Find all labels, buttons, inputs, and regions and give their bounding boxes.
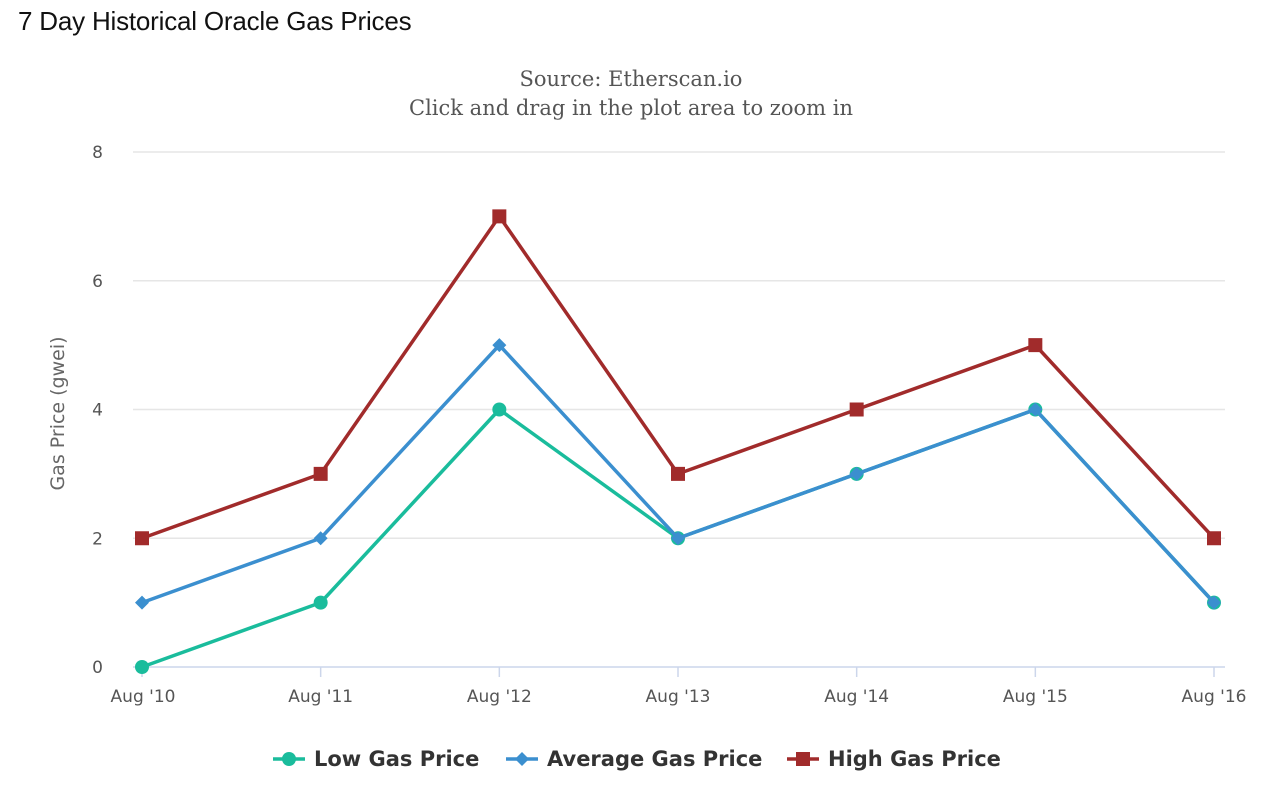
data-point-square[interactable]	[671, 466, 685, 481]
x-tick-label: Aug '12	[467, 687, 532, 707]
data-point-diamond[interactable]	[671, 531, 685, 546]
data-point-diamond[interactable]	[492, 338, 507, 353]
legend[interactable]: Low Gas Price Average Gas Price High Gas P…	[273, 747, 1001, 771]
x-tick-label: Aug '16	[1182, 687, 1247, 707]
legend-item[interactable]: Low Gas Price	[273, 747, 479, 771]
x-tick-label: Aug '15	[1003, 687, 1068, 707]
y-tick-label: 2	[92, 529, 103, 549]
data-point-diamond[interactable]	[313, 531, 328, 546]
page-title: 7 Day Historical Oracle Gas Prices	[18, 6, 412, 36]
data-point-circle[interactable]	[135, 660, 149, 674]
legend-marker-square[interactable]	[796, 752, 810, 766]
y-tick-label: 0	[92, 658, 103, 678]
chart-subtitle-line-1: Source: Etherscan.io	[520, 67, 743, 91]
data-point-diamond[interactable]	[1028, 402, 1043, 417]
x-tick-label: Aug '10	[111, 687, 176, 707]
series-average-gas-price[interactable]	[135, 338, 1221, 610]
data-point-square[interactable]	[1207, 531, 1221, 546]
data-point-circle[interactable]	[492, 402, 507, 417]
legend-label[interactable]: Low Gas Price	[314, 747, 479, 771]
legend-item[interactable]: Average Gas Price	[506, 747, 762, 771]
y-tick-label: 4	[92, 401, 103, 421]
series-line[interactable]	[141, 214, 1216, 540]
data-point-square[interactable]	[135, 531, 149, 546]
data-point-square[interactable]	[492, 209, 507, 224]
legend-marker-circle[interactable]	[282, 752, 296, 766]
y-tick-label: 8	[92, 143, 103, 163]
series-high-gas-price[interactable]	[135, 209, 1221, 546]
data-point-diamond[interactable]	[1207, 595, 1221, 610]
data-point-circle[interactable]	[313, 595, 328, 610]
series-group[interactable]	[135, 209, 1221, 674]
x-tick-label: Aug '14	[824, 687, 889, 707]
y-tick-label: 6	[92, 272, 103, 292]
legend-label[interactable]: Average Gas Price	[547, 747, 762, 771]
y-axis-title: Gas Price (gwei)	[47, 336, 69, 490]
data-point-square[interactable]	[849, 402, 864, 417]
data-point-diamond[interactable]	[849, 466, 864, 481]
x-tick-label: Aug '13	[646, 687, 711, 707]
x-tick-label: Aug '11	[288, 687, 353, 707]
chart-subtitle-line-2: Click and drag in the plot area to zoom …	[409, 96, 853, 120]
data-point-square[interactable]	[313, 466, 328, 481]
legend-label[interactable]: High Gas Price	[828, 747, 1001, 771]
legend-item[interactable]: High Gas Price	[787, 747, 1001, 771]
data-point-diamond[interactable]	[135, 595, 149, 610]
legend-marker-diamond[interactable]	[515, 752, 529, 766]
data-point-square[interactable]	[1028, 338, 1043, 353]
axes: 0 2 4 6 8 Aug '10 Aug '11 Aug '12 Aug '13 Aug '14…	[92, 143, 1246, 707]
